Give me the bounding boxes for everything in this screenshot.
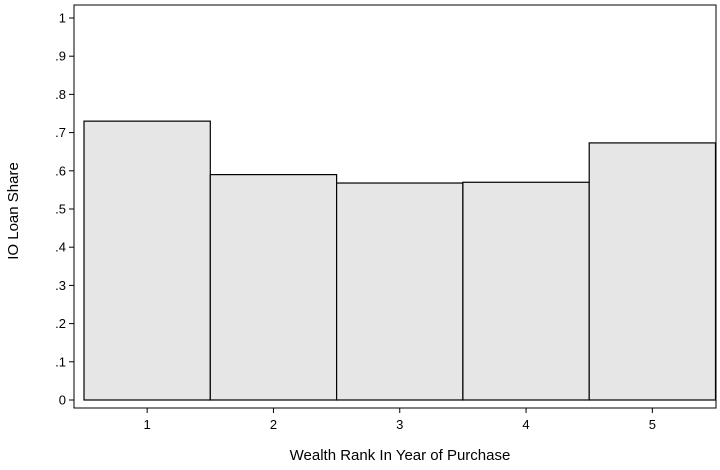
y-tick-label: .8 (55, 87, 66, 102)
y-tick-label: 0 (59, 393, 66, 408)
y-axis-title: IO Loan Share (5, 162, 22, 260)
y-tick-label: .3 (55, 278, 66, 293)
x-tick-label: 5 (649, 417, 656, 432)
y-tick-label: .6 (55, 163, 66, 178)
bar-3 (336, 182, 464, 401)
x-tick-label: 1 (144, 417, 151, 432)
x-tick-label: 3 (396, 417, 403, 432)
bars (83, 120, 717, 401)
y-tick-label: .1 (55, 354, 66, 369)
bar-1 (83, 120, 211, 401)
y-tick-label: .5 (55, 202, 66, 217)
x-axis-title: Wealth Rank In Year of Purchase (290, 447, 511, 464)
y-tick-label: 1 (59, 11, 66, 26)
y-tick-label: .2 (55, 316, 66, 331)
x-axis: 1 2 3 4 5 (144, 408, 656, 432)
y-tick-label: .4 (55, 240, 66, 255)
y-axis: 0 .1 .2 .3 .4 .5 .6 .7 .8 .9 1 (55, 11, 74, 408)
y-tick-label: .7 (55, 125, 66, 140)
bar-2 (209, 174, 338, 401)
bar-4 (462, 181, 590, 401)
y-tick-label: .9 (55, 49, 66, 64)
bar-5 (588, 142, 717, 401)
x-tick-label: 2 (270, 417, 277, 432)
x-tick-label: 4 (522, 417, 529, 432)
